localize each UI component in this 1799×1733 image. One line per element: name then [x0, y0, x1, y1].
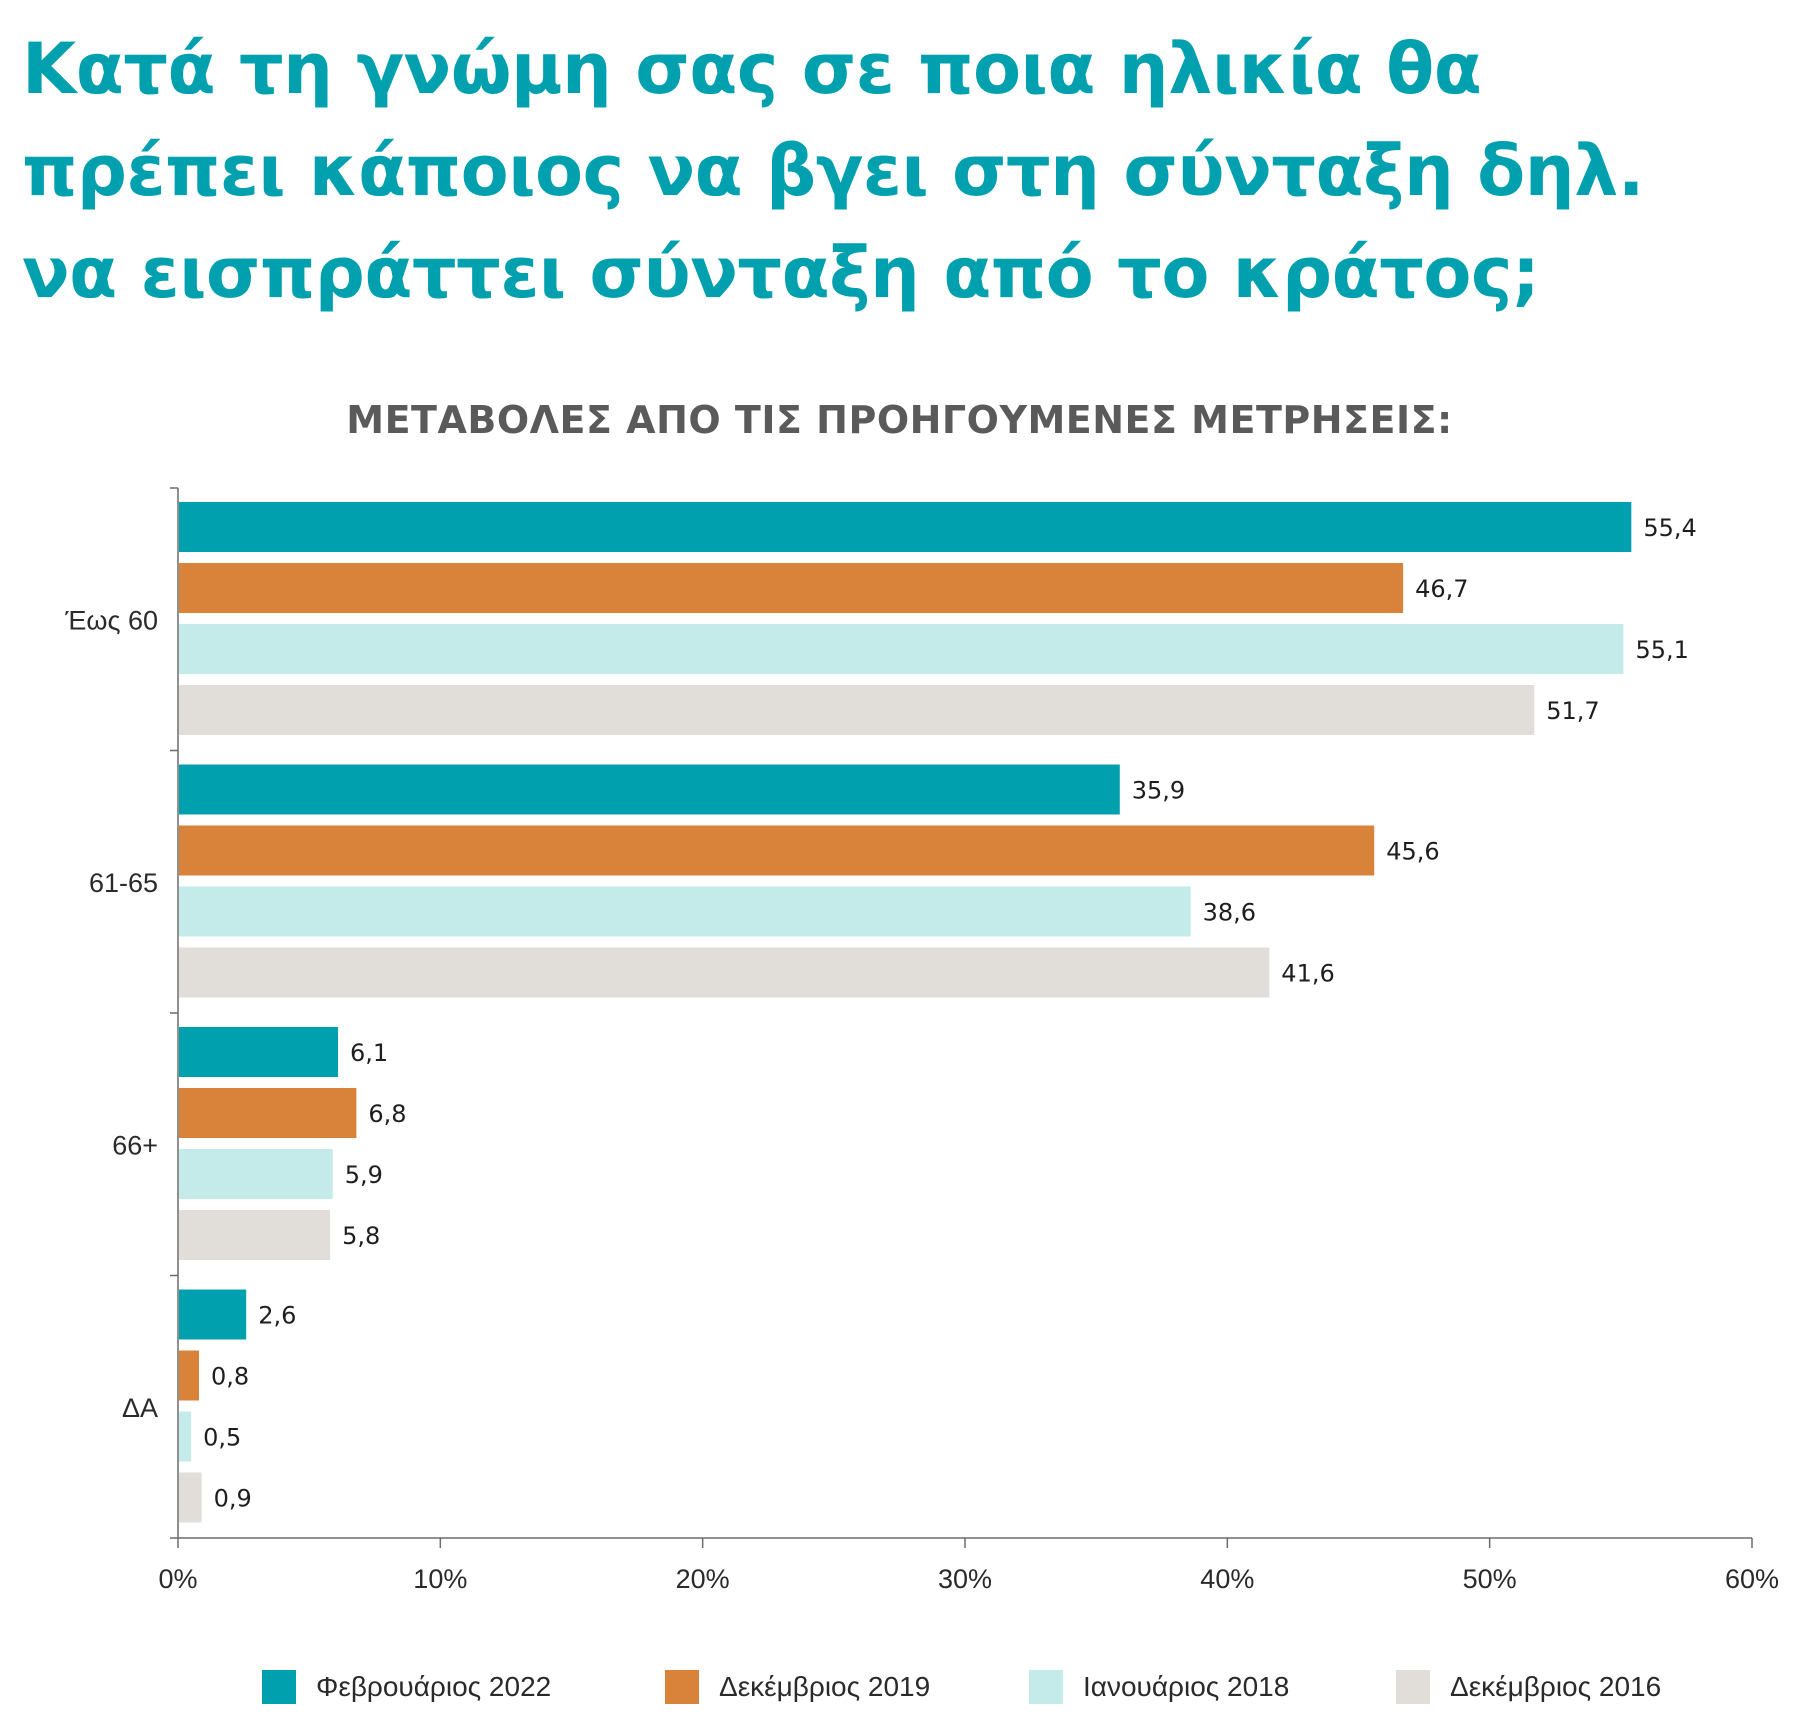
bar — [179, 563, 1404, 613]
bar-value-label: 5,9 — [345, 1161, 383, 1189]
category-label: Έως 60 — [64, 605, 158, 635]
bar-value-label: 41,6 — [1281, 960, 1334, 988]
category-label: 61-65 — [89, 868, 158, 898]
bar — [179, 1411, 192, 1462]
x-tick-label: 50% — [1463, 1564, 1517, 1594]
bar — [179, 1088, 357, 1138]
legend-swatch — [1029, 1670, 1063, 1704]
bar-value-label: 35,9 — [1132, 777, 1185, 805]
bar-value-label: 0,9 — [214, 1485, 252, 1513]
legend-label: Ιανουάριος 2018 — [1083, 1671, 1290, 1702]
bar-value-label: 51,7 — [1546, 697, 1599, 725]
chart-legend: Φεβρουάριος 2022 Δεκέμβριος 2019 Ιανουάριο… — [0, 1670, 1799, 1710]
bar-value-label: 55,1 — [1635, 636, 1688, 664]
bar-value-label: 55,4 — [1643, 514, 1696, 542]
bar — [179, 685, 1535, 735]
legend-label: Φεβρουάριος 2022 — [316, 1671, 552, 1702]
bar — [179, 1289, 247, 1340]
legend-label: Δεκέμβριος 2016 — [1450, 1671, 1662, 1702]
bar — [179, 1472, 202, 1523]
x-tick-label: 30% — [938, 1564, 992, 1594]
bar-value-label: 0,5 — [203, 1424, 241, 1452]
x-tick-label: 60% — [1725, 1564, 1779, 1594]
legend-item: Δεκέμβριος 2019 — [665, 1670, 930, 1704]
legend-item: Δεκέμβριος 2016 — [1396, 1670, 1661, 1704]
bar — [179, 1149, 333, 1199]
legend-item: Ιανουάριος 2018 — [1029, 1670, 1289, 1704]
bar-chart: 0% 10% 20% 30% 40% 50% 60% Έως 60 55,4 46,7 55,1 51… — [64, 487, 1779, 1594]
category-label: 66+ — [112, 1130, 158, 1160]
chart-title-line: πρέπει κάποιος να βγει στη σύνταξη δηλ. — [22, 130, 1644, 212]
chart-title: Κατά τη γνώμη σας σε ποια ηλικία θα πρέπ… — [22, 18, 1782, 324]
x-tick-label: 10% — [413, 1564, 467, 1594]
bar-value-label: 6,8 — [368, 1100, 406, 1128]
legend-swatch — [1396, 1670, 1430, 1704]
bar — [179, 1027, 339, 1077]
legend-swatch — [665, 1670, 699, 1704]
bar-value-label: 2,6 — [258, 1302, 296, 1330]
x-tick-label: 40% — [1200, 1564, 1254, 1594]
chart-subtitle: ΜΕΤΑΒΟΛΕΣ ΑΠΟ ΤΙΣ ΠΡΟΗΓΟΥΜΕΝΕΣ ΜΕΤΡΗΣΕΙΣ… — [346, 398, 1453, 442]
bar — [179, 886, 1191, 937]
x-tick-label: 0% — [158, 1564, 197, 1594]
bar — [179, 947, 1270, 998]
x-tick-label: 20% — [676, 1564, 730, 1594]
bar-value-label: 0,8 — [211, 1363, 249, 1391]
category-label: ΔΑ — [122, 1393, 158, 1423]
bar-value-label: 6,1 — [350, 1039, 388, 1067]
bar-value-label: 46,7 — [1415, 575, 1468, 603]
bar-value-label: 5,8 — [342, 1222, 380, 1250]
legend-item: Φεβρουάριος 2022 — [262, 1670, 551, 1704]
bar — [179, 1350, 199, 1401]
legend-swatch — [262, 1670, 296, 1704]
bar-value-label: 45,6 — [1386, 838, 1439, 866]
bar — [179, 502, 1632, 552]
legend-label: Δεκέμβριος 2019 — [719, 1671, 931, 1702]
chart-title-line: Κατά τη γνώμη σας σε ποια ηλικία θα — [22, 28, 1482, 110]
bar — [179, 764, 1120, 815]
bar — [179, 825, 1375, 876]
bar — [179, 624, 1624, 674]
bar-value-label: 38,6 — [1203, 899, 1256, 927]
chart-title-line: να εισπράττει σύνταξη από το κράτος; — [22, 232, 1540, 314]
bar — [179, 1210, 331, 1260]
